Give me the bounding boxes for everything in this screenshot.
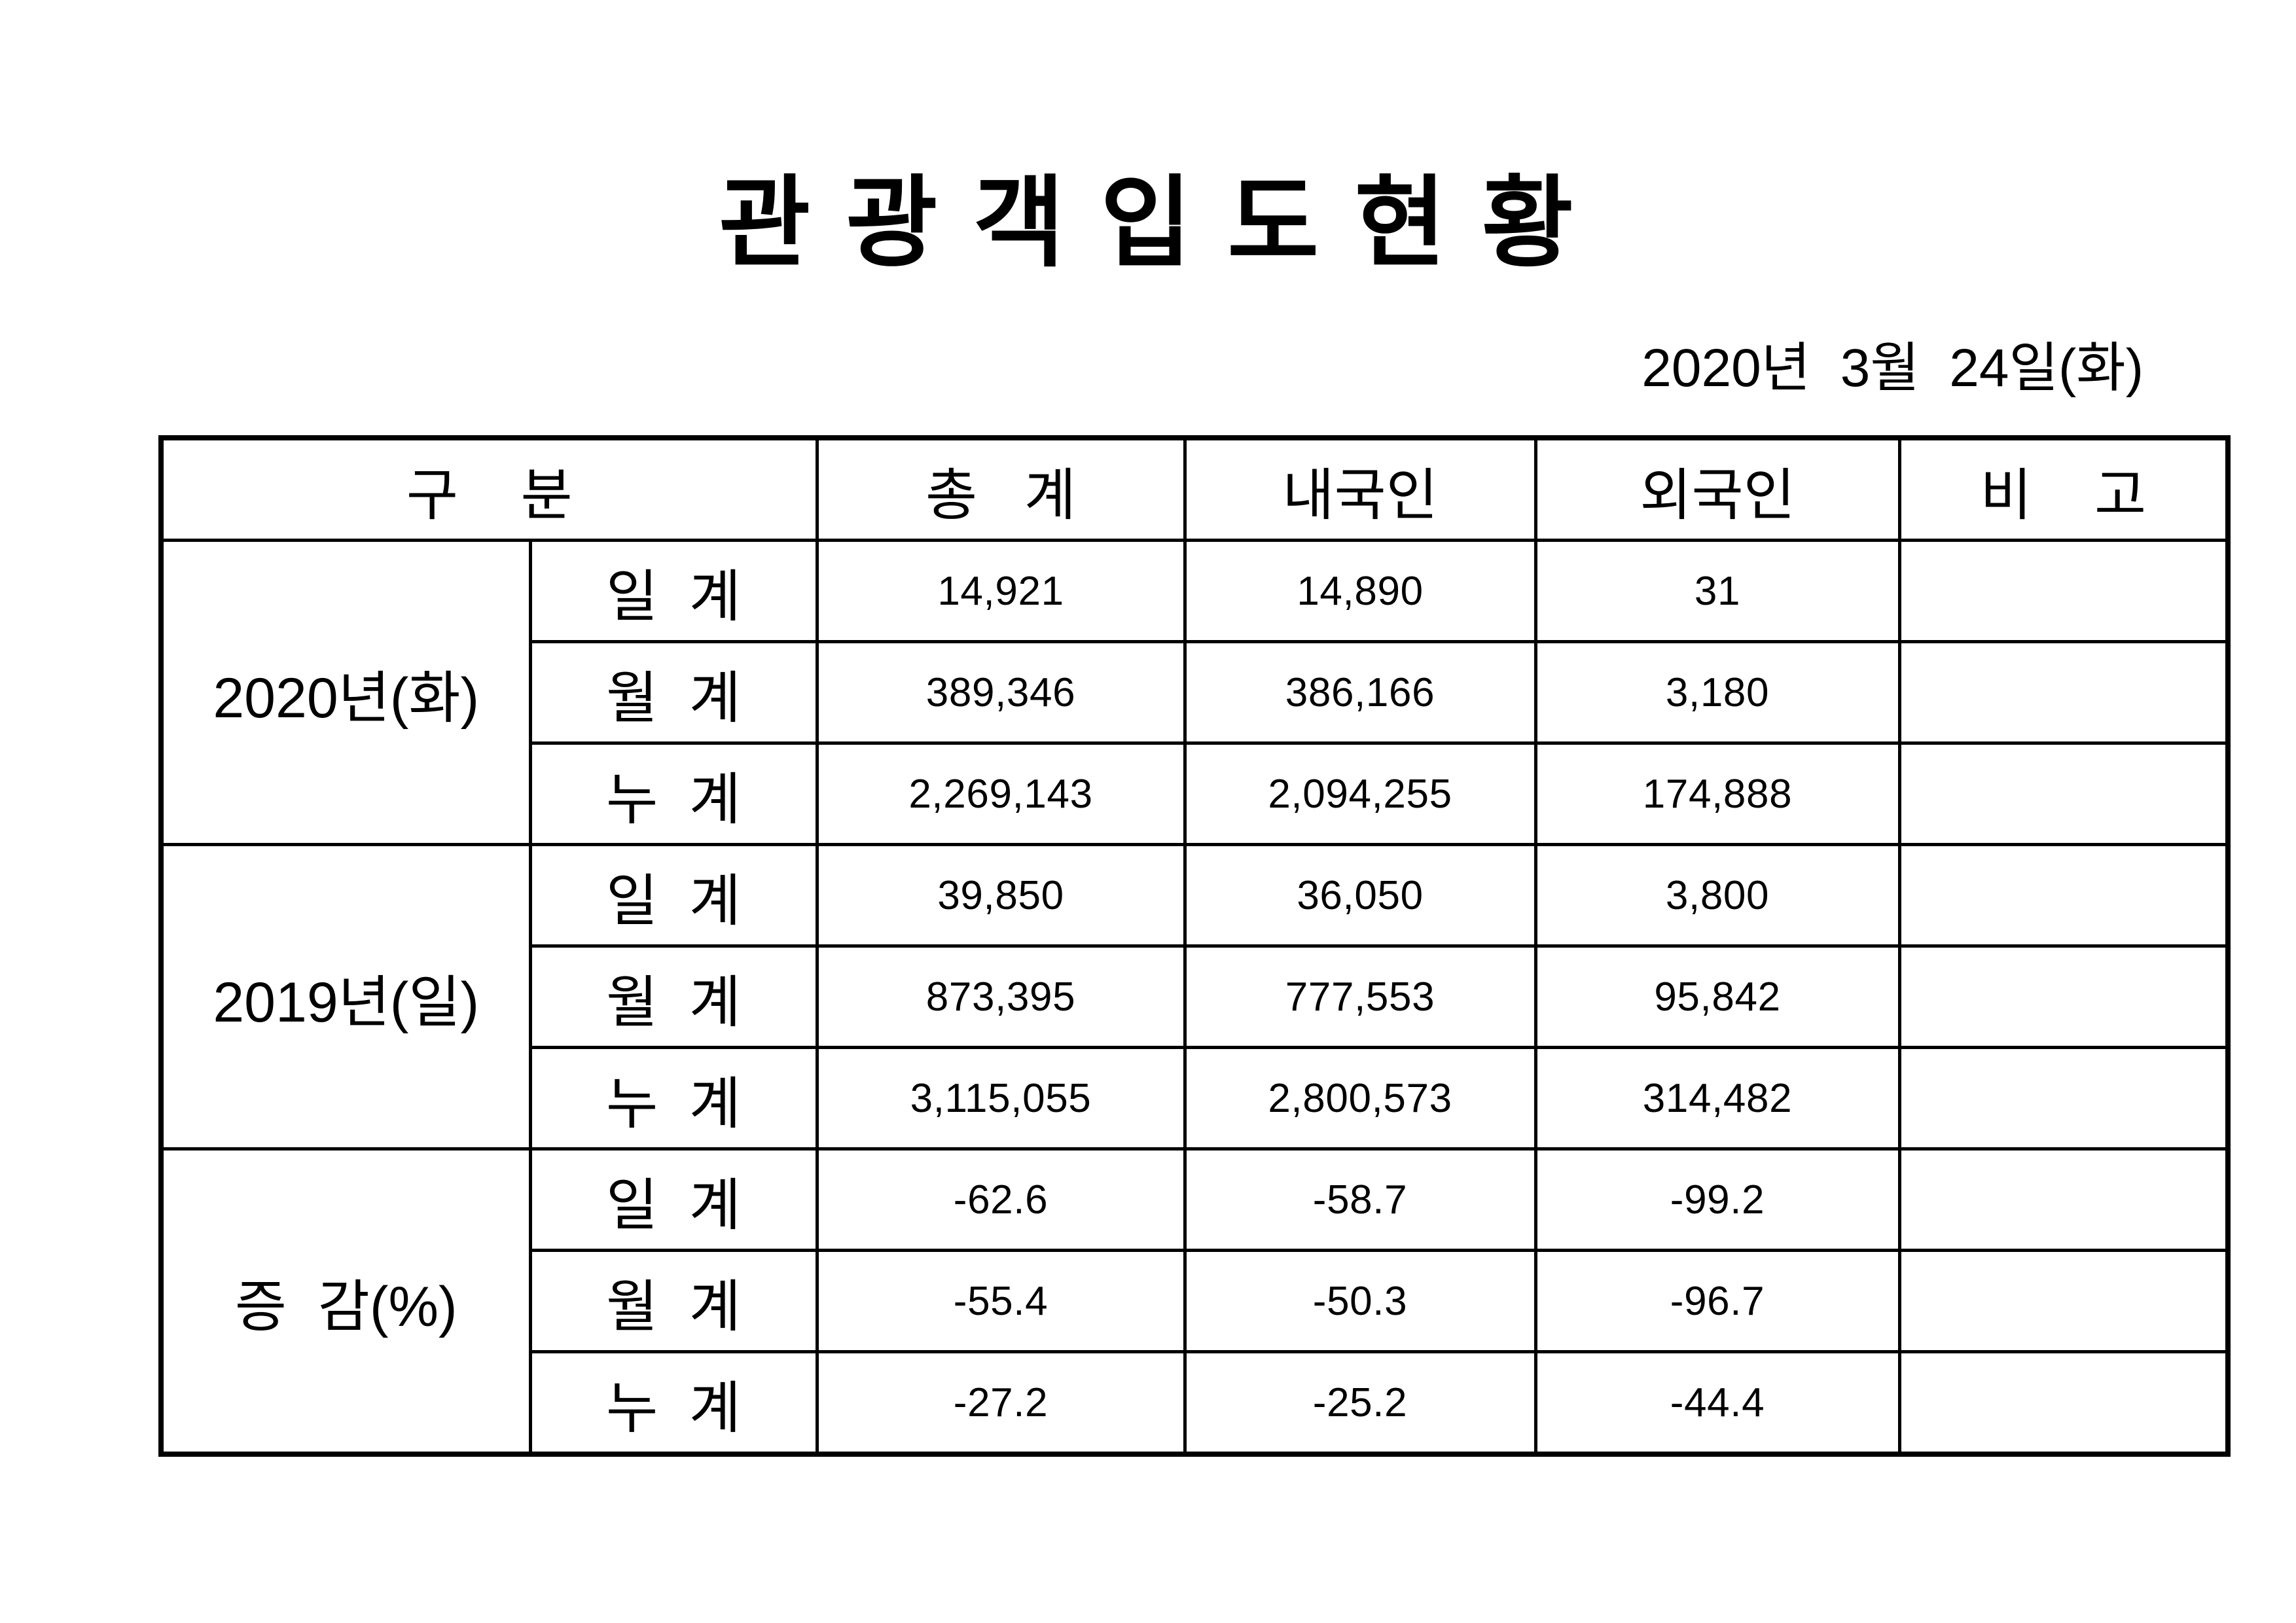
cell-remarks bbox=[1897, 843, 2230, 948]
row-label: 누 계 bbox=[528, 741, 819, 846]
cell-domestic: 2,800,573 bbox=[1183, 1046, 1537, 1150]
cell-total: 2,269,143 bbox=[815, 741, 1187, 846]
cell-remarks bbox=[1897, 1046, 2230, 1150]
header-total: 총 계 bbox=[815, 436, 1187, 542]
table-row: 월 계 873,395 777,553 95,842 bbox=[161, 944, 2230, 1049]
cell-domestic: 386,166 bbox=[1183, 640, 1537, 745]
table-row: 월 계 -55.4 -50.3 -96.7 bbox=[161, 1249, 2230, 1353]
table-row: 증 감(%) 일 계 -62.6 -58.7 -99.2 bbox=[159, 1147, 2230, 1456]
row-label: 일 계 bbox=[528, 539, 819, 643]
report-date: 2020년 3월 24일(화) bbox=[1641, 338, 2144, 398]
row-label: 월 계 bbox=[528, 640, 819, 745]
cell-domestic: 14,890 bbox=[1183, 539, 1537, 643]
cell-remarks bbox=[1897, 1350, 2230, 1456]
tourist-arrivals-table: 구 분 총 계 내국인 외국인 비 고 2020년(화) 일 계 14,921 … bbox=[158, 435, 2231, 1457]
table-row: 2020년(화) 일 계 14,921 14,890 31 bbox=[159, 539, 2230, 846]
cell-total: -27.2 bbox=[815, 1350, 1187, 1456]
cell-total: 39,850 bbox=[815, 843, 1187, 948]
table-row: 누 계 -27.2 -25.2 -44.4 bbox=[161, 1350, 2230, 1456]
cell-foreign: -44.4 bbox=[1534, 1350, 1901, 1456]
row-label: 월 계 bbox=[528, 944, 819, 1049]
cell-total: -55.4 bbox=[815, 1249, 1187, 1353]
table-row: 2019년(일) 일 계 39,850 36,050 3,800 bbox=[159, 843, 2230, 1150]
page-title: 관 광 객 입 도 현 황 bbox=[719, 168, 1577, 279]
cell-total: 873,395 bbox=[815, 944, 1187, 1049]
row-label: 누 계 bbox=[528, 1350, 819, 1456]
row-label: 일 계 bbox=[528, 1147, 819, 1252]
cell-total: -62.6 bbox=[815, 1147, 1187, 1252]
header-domestic: 내국인 bbox=[1183, 436, 1537, 542]
cell-remarks bbox=[1897, 741, 2230, 846]
cell-domestic: -58.7 bbox=[1183, 1147, 1537, 1252]
cell-remarks bbox=[1897, 1249, 2230, 1353]
cell-domestic: 777,553 bbox=[1183, 944, 1537, 1049]
cell-domestic: 36,050 bbox=[1183, 843, 1537, 948]
header-foreign: 외국인 bbox=[1534, 436, 1901, 542]
cell-foreign: 3,800 bbox=[1534, 843, 1901, 948]
header-remarks: 비 고 bbox=[1897, 436, 2230, 542]
row-label: 월 계 bbox=[528, 1249, 819, 1353]
cell-domestic: -25.2 bbox=[1183, 1350, 1537, 1456]
cell-domestic: -50.3 bbox=[1183, 1249, 1537, 1353]
group-2019: 2019년(일) bbox=[159, 843, 532, 1150]
cell-foreign: 3,180 bbox=[1534, 640, 1901, 745]
cell-total: 14,921 bbox=[815, 539, 1187, 643]
cell-foreign: -99.2 bbox=[1534, 1147, 1901, 1252]
cell-foreign: 174,888 bbox=[1534, 741, 1901, 846]
cell-remarks bbox=[1897, 539, 2230, 643]
cell-foreign: -96.7 bbox=[1534, 1249, 1901, 1353]
group-2020: 2020년(화) bbox=[159, 539, 532, 846]
group-change-percent: 증 감(%) bbox=[159, 1147, 532, 1456]
cell-foreign: 95,842 bbox=[1534, 944, 1901, 1049]
cell-total: 3,115,055 bbox=[815, 1046, 1187, 1150]
cell-total: 389,346 bbox=[815, 640, 1187, 745]
header-category: 구 분 bbox=[159, 436, 819, 542]
cell-foreign: 31 bbox=[1534, 539, 1901, 643]
table-header-row: 구 분 총 계 내국인 외국인 비 고 bbox=[159, 436, 2230, 542]
cell-foreign: 314,482 bbox=[1534, 1046, 1901, 1150]
table-row: 누 계 2,269,143 2,094,255 174,888 bbox=[161, 741, 2230, 846]
cell-remarks bbox=[1897, 944, 2230, 1049]
row-label: 누 계 bbox=[528, 1046, 819, 1150]
cell-domestic: 2,094,255 bbox=[1183, 741, 1537, 846]
table-row: 누 계 3,115,055 2,800,573 314,482 bbox=[161, 1046, 2230, 1150]
cell-remarks bbox=[1897, 640, 2230, 745]
table-row: 월 계 389,346 386,166 3,180 bbox=[161, 640, 2230, 745]
cell-remarks bbox=[1897, 1147, 2230, 1252]
row-label: 일 계 bbox=[528, 843, 819, 948]
